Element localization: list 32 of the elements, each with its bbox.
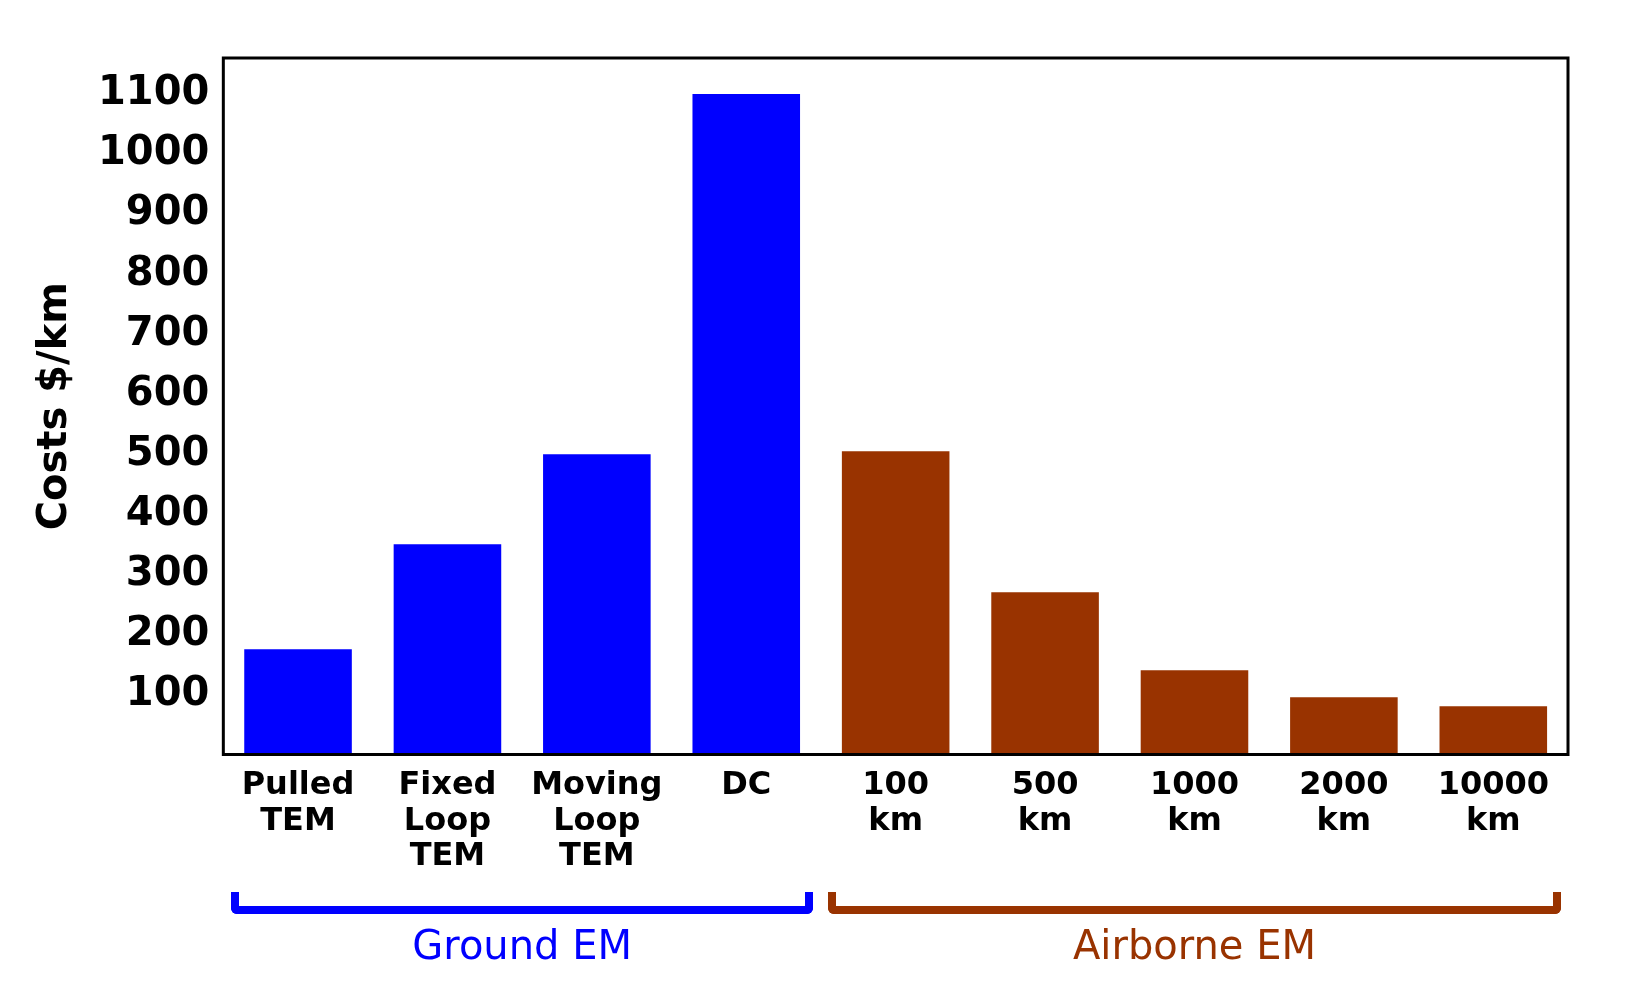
bar xyxy=(692,94,801,755)
y-axis-title: Costs $/km xyxy=(29,282,76,531)
x-tick-label: 10000 km xyxy=(1437,764,1549,838)
y-tick-label: 600 xyxy=(125,367,210,414)
y-tick-label: 200 xyxy=(125,607,210,654)
x-tick-label: Pulled TEM xyxy=(241,764,355,838)
x-tick-label: 500 km xyxy=(1011,764,1079,838)
y-tick-label: 300 xyxy=(125,547,210,594)
x-tick-label: Fixed Loop TEM xyxy=(398,764,497,873)
bar xyxy=(991,592,1099,755)
bar xyxy=(1140,670,1249,755)
y-tick-label: 700 xyxy=(125,307,210,354)
bar xyxy=(244,649,352,755)
y-tick-label: 1100 xyxy=(98,67,210,114)
y-tick-label: 100 xyxy=(125,667,210,714)
x-tick-label: 1000 km xyxy=(1149,764,1240,838)
y-tick-label: 500 xyxy=(125,427,210,474)
y-tick-label: 800 xyxy=(125,247,210,294)
y-tick-label: 900 xyxy=(125,187,210,234)
y-tick-label: 400 xyxy=(125,487,210,534)
bar xyxy=(393,544,502,755)
x-tick-label: 2000 km xyxy=(1299,764,1389,838)
bar xyxy=(543,454,651,755)
x-tick-label: Moving Loop TEM xyxy=(531,764,663,873)
x-tick-label: DC xyxy=(721,764,772,803)
bar xyxy=(841,451,950,755)
y-tick-label: 1000 xyxy=(98,127,210,174)
bar xyxy=(1439,706,1548,755)
text: Airborne EM xyxy=(1071,922,1317,968)
bar xyxy=(1290,697,1398,755)
text: Ground EM xyxy=(411,922,633,968)
x-tick-label: 100 km xyxy=(862,764,930,838)
